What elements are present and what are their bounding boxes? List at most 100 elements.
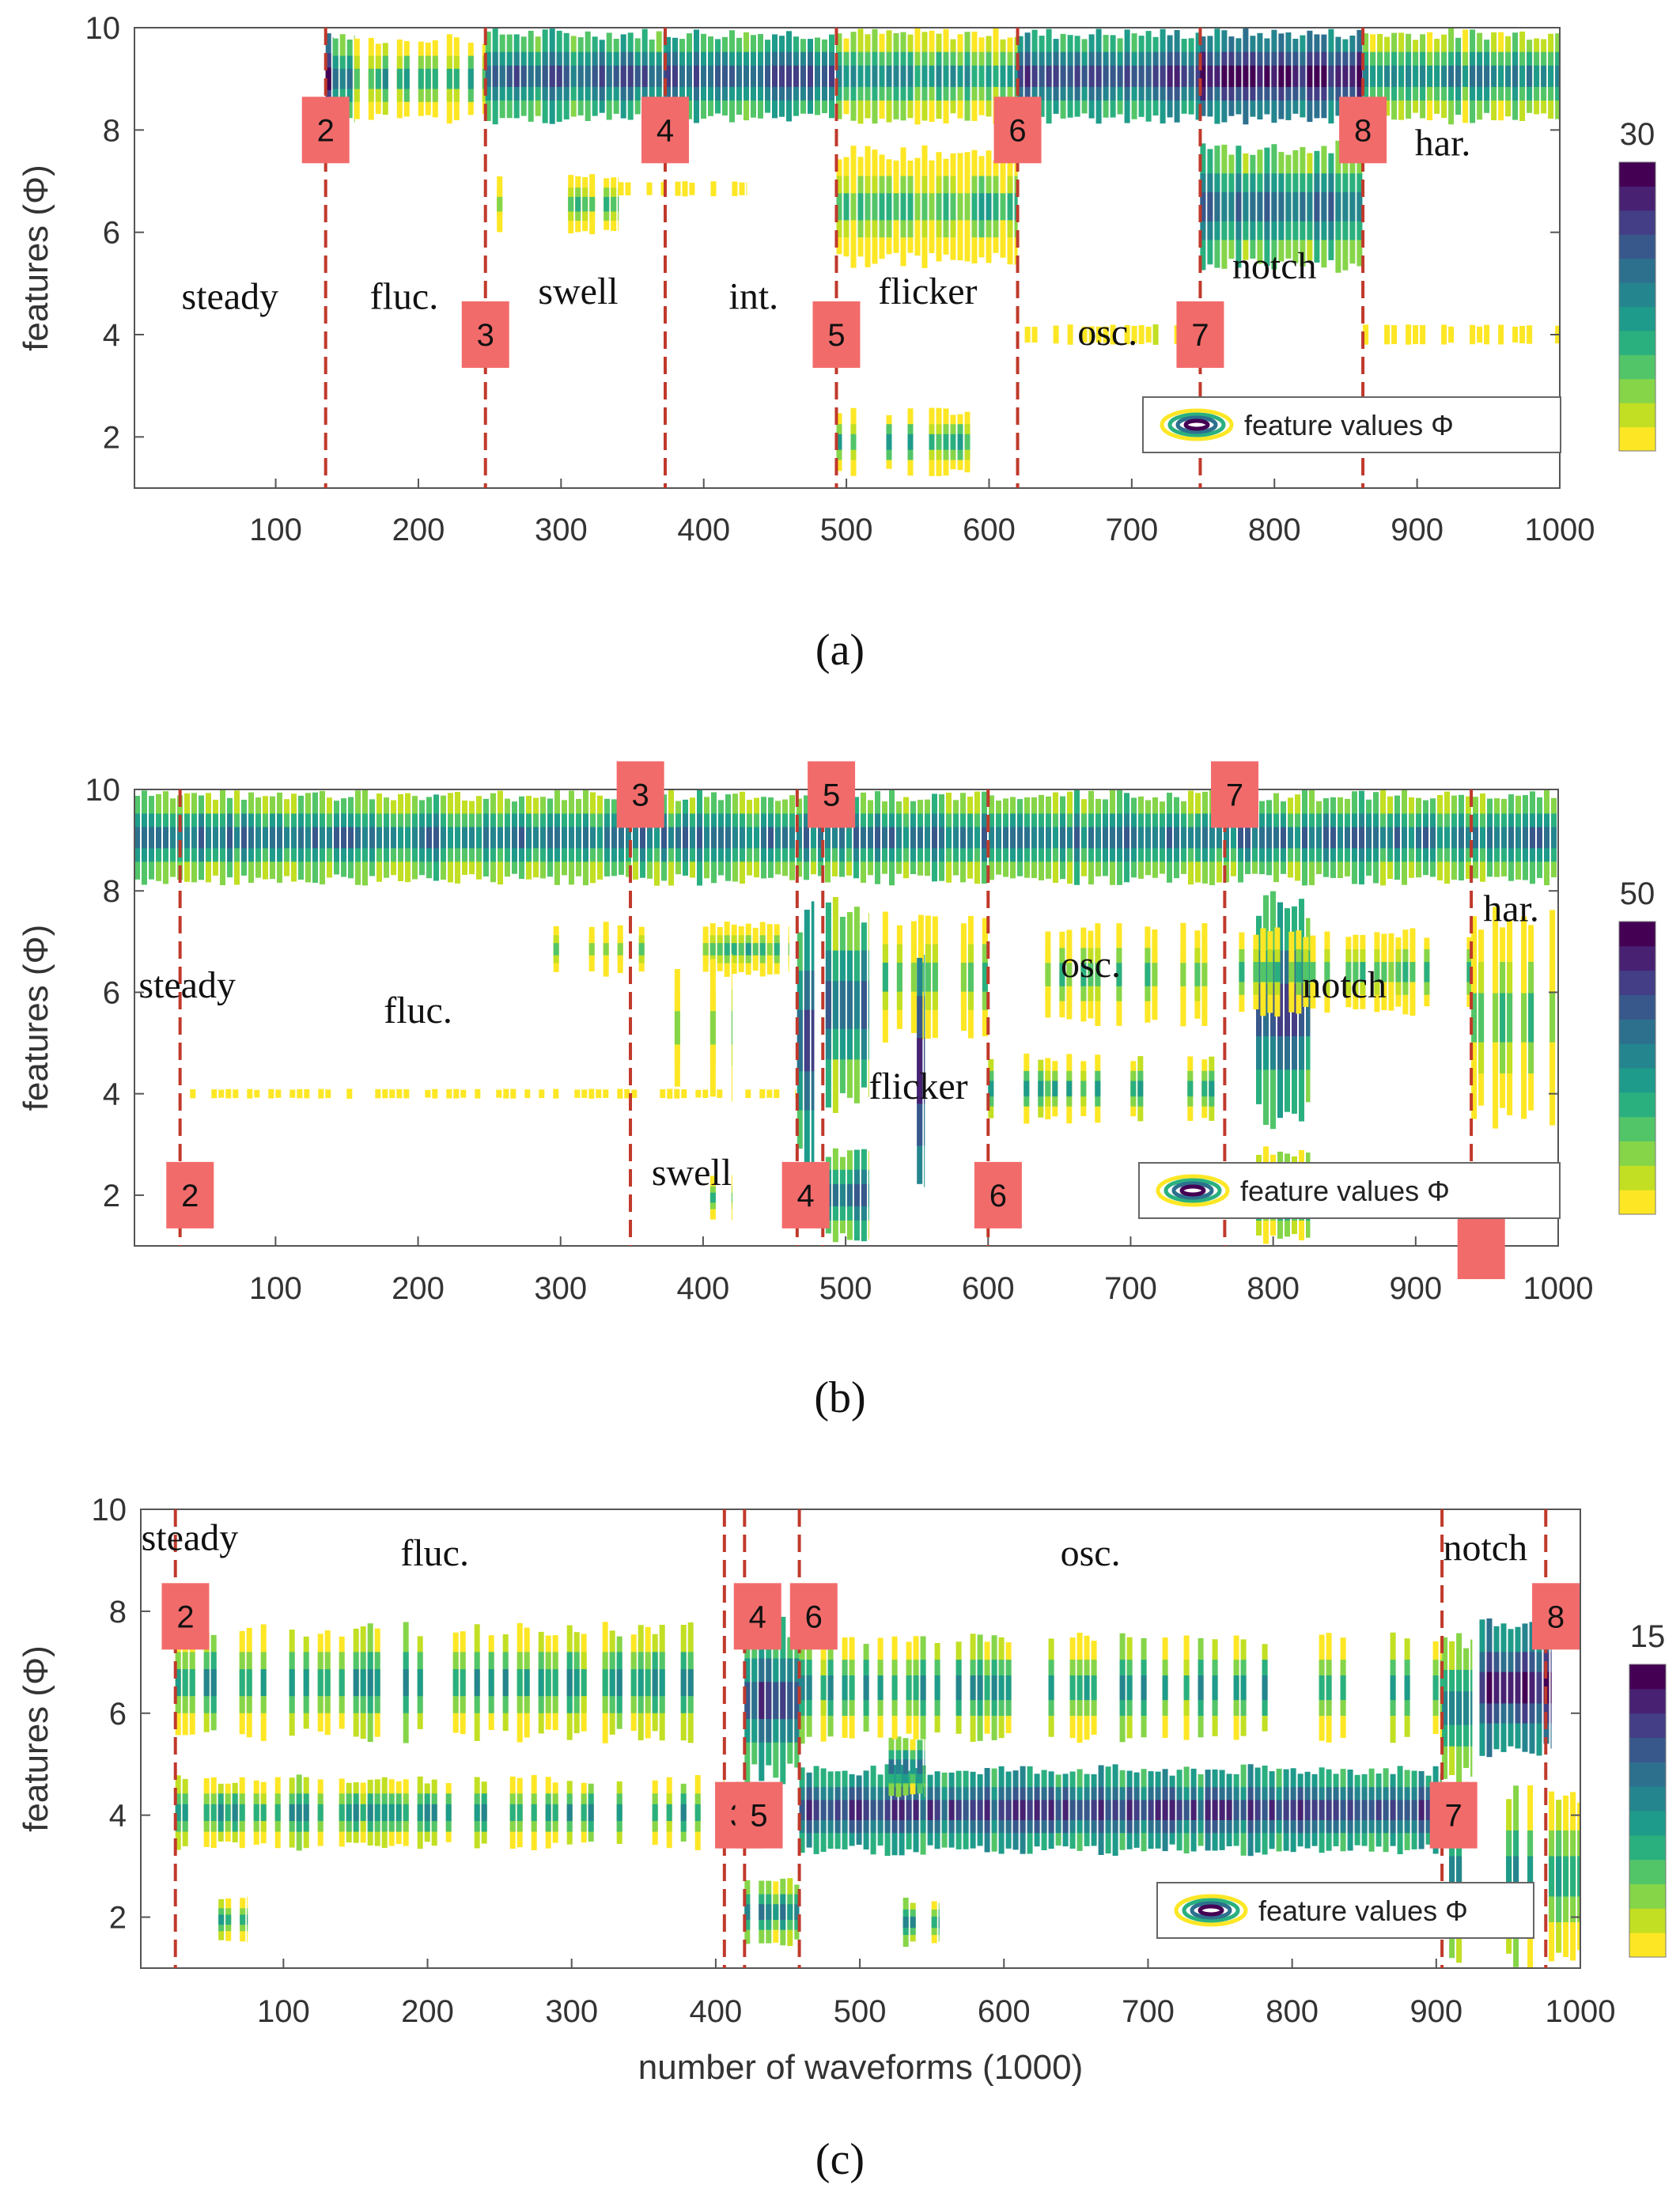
heatmap-cell-peak bbox=[1550, 1671, 1552, 1704]
heatmap-cell-peak bbox=[1456, 1856, 1462, 1897]
segment-marker-label: 2 bbox=[181, 1179, 199, 1213]
segment-marker-box bbox=[166, 1161, 214, 1228]
heatmap-cell-peak bbox=[1198, 1675, 1204, 1701]
heatmap-cell-peak bbox=[1283, 1800, 1289, 1820]
heatmap-cell-peak bbox=[1160, 65, 1166, 87]
legend-contour-icon bbox=[1198, 1904, 1224, 1917]
heatmap-cell-peak bbox=[1493, 993, 1499, 1043]
heatmap-cell-peak bbox=[690, 827, 695, 849]
region-label: notch bbox=[1302, 964, 1387, 1006]
segment-marker-label: 5 bbox=[827, 318, 845, 353]
heatmap-cell-peak bbox=[1507, 993, 1513, 1043]
heatmap-cell-peak bbox=[1017, 65, 1024, 87]
y-tick-label: 2 bbox=[109, 1901, 127, 1936]
heatmap-cell-peak bbox=[936, 193, 942, 221]
heatmap-cell-peak bbox=[1088, 963, 1094, 986]
heatmap-cell-peak bbox=[1342, 191, 1349, 221]
heatmap-cell-peak bbox=[779, 65, 785, 87]
heatmap-cell-peak bbox=[1425, 1800, 1432, 1820]
heatmap-cell-peak bbox=[227, 827, 233, 849]
heatmap-cell-peak bbox=[856, 1800, 862, 1820]
heatmap-cell-peak bbox=[868, 827, 873, 849]
heatmap-cell-peak bbox=[1256, 983, 1262, 1036]
heatmap-cell-peak bbox=[1069, 1800, 1076, 1820]
heatmap-cell-peak bbox=[861, 827, 866, 849]
segment-marker-box bbox=[1457, 1213, 1505, 1279]
heatmap-cell-peak bbox=[1335, 65, 1341, 87]
heatmap-cell-peak bbox=[362, 827, 368, 849]
heatmap-cell-peak bbox=[177, 827, 183, 849]
segment-marker-label: 6 bbox=[1008, 113, 1026, 148]
heatmap-cell-peak bbox=[375, 68, 381, 89]
heatmap-cell-peak bbox=[1326, 1675, 1332, 1701]
heatmap-cell-peak bbox=[1342, 65, 1349, 87]
heatmap-cell-peak bbox=[761, 827, 766, 849]
heatmap-cell-peak bbox=[239, 1669, 245, 1697]
heatmap-cell-peak bbox=[641, 65, 648, 87]
heatmap-cell-peak bbox=[731, 943, 737, 956]
heatmap-cell-peak bbox=[955, 1675, 962, 1701]
heatmap-cell-peak bbox=[1384, 65, 1391, 87]
heatmap-cell-peak bbox=[1522, 1671, 1528, 1704]
segment-marker-label: 5 bbox=[750, 1799, 767, 1834]
heatmap-cell-peak bbox=[868, 981, 869, 1029]
heatmap-cell-peak bbox=[738, 943, 744, 956]
heatmap-cell-peak bbox=[1243, 65, 1249, 87]
heatmap-cell-peak bbox=[367, 1669, 373, 1697]
heatmap-cell-peak bbox=[818, 827, 823, 849]
heatmap-cell-peak bbox=[497, 196, 503, 212]
colorbar-segment bbox=[1619, 306, 1655, 331]
heatmap-cell-peak bbox=[900, 193, 906, 221]
segment-marker-label: 8 bbox=[1354, 113, 1372, 148]
heatmap-cell-peak bbox=[960, 827, 966, 849]
heatmap-cell-peak bbox=[1473, 827, 1478, 849]
heatmap-cell-peak bbox=[1027, 1800, 1033, 1820]
heatmap-cell-peak bbox=[877, 1675, 884, 1701]
heatmap-cell-peak bbox=[1411, 1800, 1417, 1820]
heatmap-cell-peak bbox=[247, 1914, 248, 1925]
heatmap-cell bbox=[297, 1088, 303, 1099]
heatmap-cell-peak bbox=[1523, 827, 1528, 849]
heatmap-cell-peak bbox=[1302, 827, 1307, 849]
heatmap-cell-peak bbox=[1194, 963, 1201, 986]
x-tick-label: 1000 bbox=[1525, 513, 1595, 547]
heatmap-cell-peak bbox=[630, 1669, 637, 1697]
heatmap-cell bbox=[225, 1088, 232, 1099]
heatmap-cell-peak bbox=[1536, 1671, 1542, 1704]
heatmap-cell-peak bbox=[263, 827, 268, 849]
heatmap-cell-peak bbox=[1059, 963, 1065, 986]
heatmap-cell-peak bbox=[1024, 1081, 1030, 1097]
heatmap-cell-peak bbox=[773, 1904, 779, 1920]
heatmap-cell-peak bbox=[839, 981, 846, 1029]
heatmap-cell bbox=[1406, 324, 1412, 345]
region-label: fluc. bbox=[400, 1532, 469, 1574]
heatmap-cell-peak bbox=[499, 65, 505, 87]
heatmap-cell-peak bbox=[1480, 827, 1485, 849]
heatmap-cell-peak bbox=[804, 827, 809, 849]
heatmap-cell-peak bbox=[469, 827, 475, 849]
heatmap-cell-peak bbox=[255, 827, 261, 849]
y-tick-label: 10 bbox=[92, 1493, 127, 1527]
heatmap-cell-peak bbox=[893, 65, 899, 87]
heatmap-cell-peak bbox=[1267, 962, 1273, 982]
heatmap-cell-peak bbox=[675, 827, 681, 849]
heatmap-cell bbox=[732, 181, 738, 196]
heatmap-cell bbox=[596, 1089, 602, 1099]
heatmap-cell-peak bbox=[906, 1800, 912, 1820]
heatmap-cell-peak bbox=[210, 1804, 217, 1822]
heatmap-cell-peak bbox=[1530, 827, 1535, 849]
heatmap-cell bbox=[304, 1088, 310, 1099]
heatmap-cell-peak bbox=[943, 65, 949, 87]
heatmap-cell-peak bbox=[1239, 962, 1245, 982]
heatmap-cell-peak bbox=[577, 65, 584, 87]
heatmap-cell-peak bbox=[967, 827, 973, 849]
heatmap-cell-peak bbox=[1048, 1675, 1054, 1701]
legend-box bbox=[1138, 1162, 1561, 1219]
colorbar-segment bbox=[1619, 426, 1655, 452]
heatmap-cell bbox=[1152, 324, 1159, 345]
heatmap-cell-peak bbox=[1005, 1800, 1012, 1820]
heatmap-cell-peak bbox=[666, 1804, 672, 1822]
heatmap-cell-peak bbox=[462, 827, 467, 849]
heatmap-cell-peak bbox=[970, 1800, 976, 1820]
heatmap-cell-peak bbox=[1347, 1800, 1353, 1820]
